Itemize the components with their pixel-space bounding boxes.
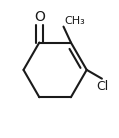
Text: Cl: Cl	[96, 79, 108, 93]
Text: CH₃: CH₃	[64, 16, 85, 26]
Text: O: O	[34, 10, 45, 24]
